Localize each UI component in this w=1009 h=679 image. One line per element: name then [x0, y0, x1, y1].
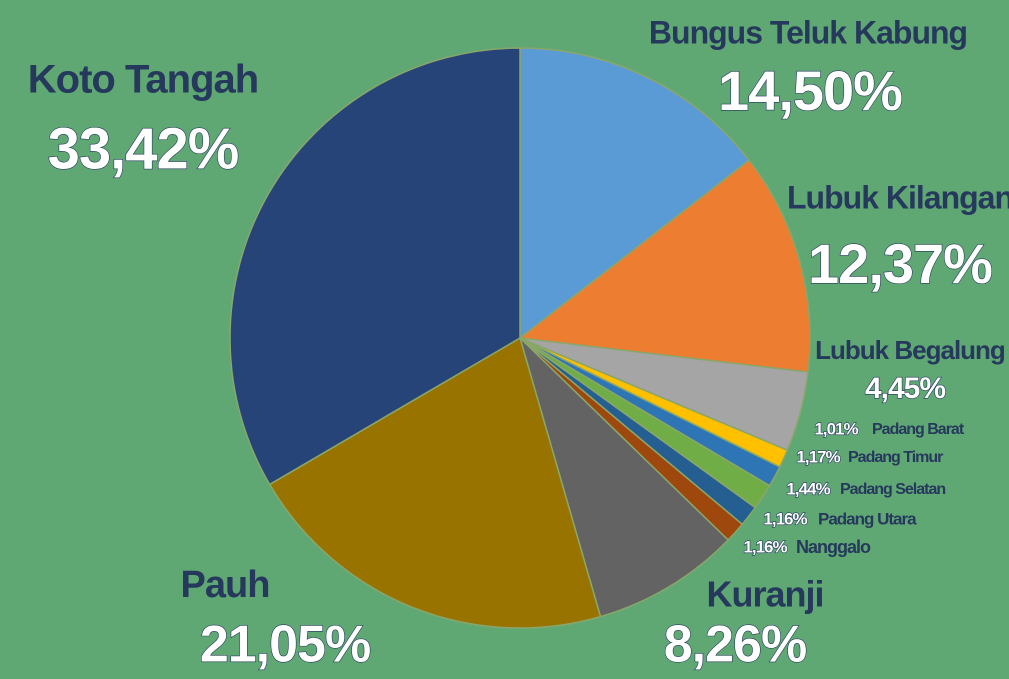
value-label: 1,01%	[814, 419, 858, 438]
category-label: Padang Timur	[848, 449, 943, 466]
value-label: 1,17%	[796, 447, 840, 466]
category-label: Padang Selatan	[840, 481, 945, 498]
category-label: Bungus Teluk Kabung	[649, 14, 967, 50]
value-label: 12,37%	[808, 232, 992, 295]
category-label: Pauh	[181, 564, 270, 606]
value-label: 1,44%	[786, 479, 830, 498]
value-label: 14,50%	[718, 59, 902, 122]
pie-slice	[518, 159, 811, 373]
value-label: 1,16%	[743, 537, 787, 556]
value-label: 33,42%	[48, 116, 239, 181]
pie-slice	[518, 335, 730, 618]
pie-slice	[519, 47, 751, 340]
value-label: 21,05%	[200, 616, 370, 674]
category-label: Kuranji	[706, 574, 823, 615]
value-label: 1,16%	[763, 509, 807, 528]
pie-slice	[268, 336, 602, 629]
category-label: Nanggalo	[796, 537, 871, 557]
category-label: Padang Utara	[818, 509, 917, 528]
category-label: Koto Tangah	[28, 58, 258, 102]
value-label: 8,26%	[664, 616, 806, 674]
category-label: Lubuk Kilangan	[787, 179, 1009, 215]
value-label: 4,45%	[865, 372, 945, 405]
category-label: Padang Barat	[872, 421, 965, 438]
category-label: Lubuk Begalung	[815, 335, 1005, 365]
pie-slice	[229, 47, 521, 486]
